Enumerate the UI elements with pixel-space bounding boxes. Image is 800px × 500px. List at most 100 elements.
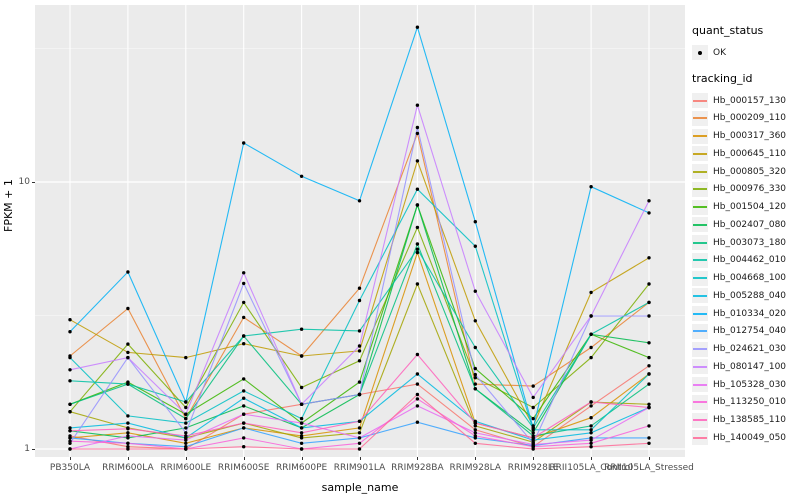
- data-point: [415, 103, 420, 107]
- legend-key-line-icon: [692, 217, 708, 233]
- data-point: [126, 270, 130, 274]
- data-point: [126, 421, 130, 425]
- data-point: [415, 352, 420, 357]
- data-point: [68, 355, 72, 360]
- legend-item-Hb_000976_330: Hb_000976_330: [692, 181, 798, 199]
- data-point: [357, 359, 362, 363]
- data-point: [184, 438, 188, 442]
- legend-item-Hb_000209_110: Hb_000209_110: [692, 110, 798, 128]
- data-point: [357, 441, 362, 445]
- data-point: [647, 199, 651, 203]
- data-point: [647, 341, 651, 345]
- data-point: [589, 355, 593, 360]
- data-point: [647, 424, 651, 428]
- data-point: [357, 344, 362, 348]
- data-point: [647, 355, 651, 360]
- data-point: [531, 426, 535, 430]
- data-point: [415, 159, 420, 163]
- data-point: [415, 203, 420, 207]
- data-point: [242, 342, 246, 346]
- legend-key-line-icon: [692, 377, 708, 393]
- data-point: [126, 350, 130, 355]
- legend: quant_status OK tracking_id Hb_000157_13…: [692, 24, 798, 447]
- data-point: [68, 447, 72, 451]
- data-point: [299, 354, 304, 358]
- x-tick-mark: [243, 457, 245, 460]
- series-color-line-icon: [693, 312, 707, 315]
- x-tick-label: RRII105LA_Stressed: [604, 463, 694, 473]
- series-color-line-icon: [693, 330, 707, 333]
- data-point: [357, 349, 362, 353]
- data-point: [299, 327, 304, 331]
- data-point: [184, 400, 188, 404]
- legend-item-Hb_010334_020: Hb_010334_020: [692, 305, 798, 323]
- data-point: [589, 404, 593, 408]
- data-point: [531, 436, 535, 440]
- data-point: [126, 414, 130, 418]
- data-point: [357, 447, 362, 451]
- legend-item-label: Hb_000805_320: [713, 166, 787, 177]
- data-point: [299, 441, 304, 445]
- data-point: [415, 25, 420, 29]
- series-color-line-icon: [693, 436, 707, 439]
- data-point: [299, 431, 304, 435]
- legend-tracking-id-items: Hb_000157_130 Hb_000209_110 Hb_000317_360 H…: [692, 92, 798, 447]
- data-point: [647, 282, 651, 286]
- series-color-line-icon: [693, 294, 707, 297]
- data-point: [299, 385, 304, 390]
- x-tick-label: RRIM928BA: [391, 463, 444, 473]
- legend-item-Hb_001504_120: Hb_001504_120: [692, 198, 798, 216]
- data-point: [242, 141, 246, 145]
- data-point: [299, 402, 304, 406]
- data-point: [68, 436, 72, 440]
- data-point: [415, 225, 420, 230]
- data-point: [242, 315, 246, 320]
- x-tick-label: RRIM600LA: [102, 463, 154, 473]
- series-color-line-icon: [693, 259, 707, 262]
- data-point: [299, 447, 304, 451]
- data-point: [184, 434, 188, 438]
- data-point: [242, 421, 246, 425]
- data-point: [473, 431, 477, 435]
- data-point: [126, 342, 130, 346]
- data-point: [415, 125, 420, 130]
- data-point: [589, 424, 593, 428]
- legend-title-tracking-id: tracking_id: [692, 71, 753, 85]
- legend-item-label: Hb_024621_030: [713, 344, 787, 355]
- data-point: [589, 438, 593, 442]
- legend-key-line-icon: [692, 270, 708, 286]
- legend-item-Hb_138585_110: Hb_138585_110: [692, 411, 798, 429]
- series-color-line-icon: [693, 188, 707, 191]
- data-point: [126, 427, 130, 431]
- data-point: [531, 447, 535, 451]
- data-point: [68, 368, 72, 372]
- data-point: [473, 387, 477, 391]
- y-tick-mark: [32, 449, 35, 450]
- x-tick-mark: [417, 457, 419, 460]
- legend-quant-status-items: OK: [692, 44, 798, 62]
- x-tick-mark: [359, 457, 361, 460]
- data-point: [357, 199, 362, 203]
- legend-item-label: Hb_002407_080: [713, 219, 787, 230]
- series-color-line-icon: [693, 277, 707, 280]
- legend-item-label: Hb_000317_360: [713, 131, 787, 142]
- data-point: [357, 431, 362, 435]
- data-point: [473, 441, 477, 445]
- y-tick-label: 10: [18, 177, 30, 187]
- data-point: [357, 419, 362, 423]
- legend-item-label: Hb_113250_010: [713, 397, 787, 408]
- data-point: [184, 421, 188, 425]
- data-point: [242, 445, 246, 449]
- data-point: [299, 426, 304, 430]
- data-point: [357, 380, 362, 384]
- legend-item-Hb_004668_100: Hb_004668_100: [692, 269, 798, 287]
- x-tick-label: RRII105LA_Control: [549, 463, 633, 473]
- x-tick-mark: [475, 457, 477, 460]
- x-tick-label: RRIM600LE: [160, 463, 212, 473]
- data-point: [589, 428, 593, 432]
- data-point: [242, 271, 246, 275]
- series-color-line-icon: [693, 401, 707, 404]
- data-point: [473, 220, 477, 224]
- series-color-line-icon: [693, 99, 707, 102]
